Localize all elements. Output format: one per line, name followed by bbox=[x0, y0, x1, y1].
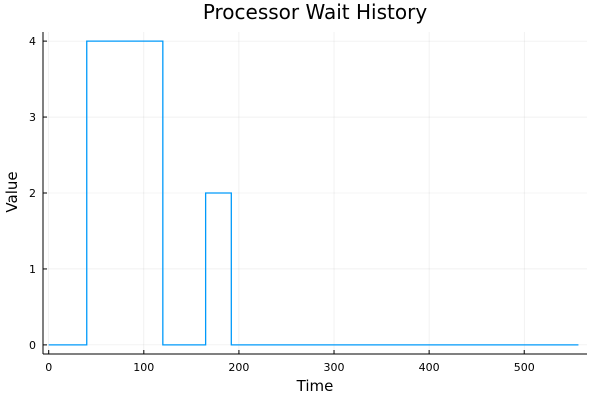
x-ticks: 0 100 200 300 400 500 bbox=[45, 350, 535, 374]
y-tick-label-1: 1 bbox=[29, 263, 36, 276]
y-axis-label: Value bbox=[3, 171, 21, 212]
x-tick-label-5: 500 bbox=[514, 361, 535, 374]
x-tick-label-0: 0 bbox=[45, 361, 52, 374]
y-tick-label-2: 2 bbox=[29, 187, 36, 200]
chart-title: Processor Wait History bbox=[203, 0, 428, 24]
y-tick-label-4: 4 bbox=[29, 35, 36, 48]
y-tick-label-0: 0 bbox=[29, 339, 36, 352]
plot-area bbox=[48, 40, 579, 346]
x-tick-label-3: 300 bbox=[324, 361, 345, 374]
y-ticks: 0 1 2 3 4 bbox=[29, 35, 47, 352]
x-tick-label-2: 200 bbox=[228, 361, 249, 374]
x-tick-label-4: 400 bbox=[419, 361, 440, 374]
y-tick-label-3: 3 bbox=[29, 111, 36, 124]
x-axis-label: Time bbox=[296, 377, 334, 395]
series-line-0 bbox=[48, 40, 579, 346]
x-tick-label-1: 100 bbox=[133, 361, 154, 374]
